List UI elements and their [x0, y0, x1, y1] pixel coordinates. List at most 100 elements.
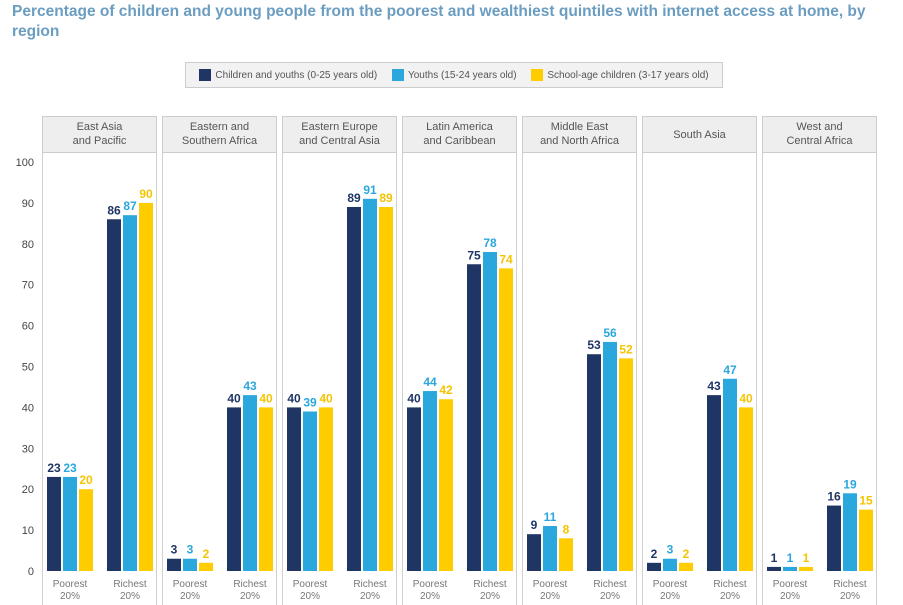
y-tick-label: 90: [22, 198, 34, 210]
bar: [287, 407, 301, 571]
bar: [767, 566, 781, 571]
data-label: 2: [651, 547, 658, 561]
group-label: Richest: [353, 579, 387, 590]
group-label: Richest: [233, 579, 267, 590]
panel-frame: [762, 116, 877, 605]
group-label: 20%: [300, 591, 320, 602]
region-label: and Caribbean: [423, 135, 495, 147]
legend: Children and youths (0-25 years old) You…: [185, 62, 723, 88]
group-label: Poorest: [53, 579, 88, 590]
bar: [439, 399, 453, 571]
legend-item-school-age: School-age children (3-17 years old): [531, 69, 709, 81]
bar: [183, 558, 197, 571]
group-label: Poorest: [413, 579, 448, 590]
data-label: 3: [171, 543, 178, 557]
region-label: Southern Africa: [182, 135, 258, 147]
region-label: Middle East: [551, 121, 608, 133]
data-label: 86: [107, 203, 121, 217]
panel-frame: [522, 116, 637, 605]
data-label: 40: [227, 391, 241, 405]
group-label: 20%: [600, 591, 620, 602]
bar: [107, 219, 121, 571]
y-tick-label: 100: [16, 157, 34, 169]
panel-header: [642, 116, 757, 153]
group-label: 20%: [720, 591, 740, 602]
bar: [527, 534, 541, 571]
bar: [679, 562, 693, 571]
data-label: 89: [347, 191, 361, 205]
group-label: 20%: [840, 591, 860, 602]
panel-header: [282, 116, 397, 153]
panel-frame: [162, 116, 277, 605]
data-label: 52: [619, 342, 633, 356]
data-label: 1: [803, 551, 810, 565]
data-label: 15: [859, 494, 873, 508]
region-label: Eastern and: [190, 121, 249, 133]
data-label: 20: [79, 473, 93, 487]
data-label: 75: [467, 248, 481, 262]
data-label: 9: [531, 518, 538, 532]
bar: [47, 476, 61, 571]
data-label: 91: [363, 183, 377, 197]
bar: [723, 378, 737, 571]
bar: [379, 206, 393, 572]
group-label: Richest: [593, 579, 627, 590]
panel-header: [762, 116, 877, 153]
group-label: 20%: [120, 591, 140, 602]
bar: [543, 526, 557, 571]
y-tick-label: 40: [22, 402, 34, 414]
y-tick-label: 30: [22, 443, 34, 455]
bar: [243, 395, 257, 571]
chart-title: Percentage of children and young people …: [12, 3, 866, 40]
data-label: 23: [63, 461, 77, 475]
data-label: 1: [787, 551, 794, 565]
group-label: Richest: [713, 579, 747, 590]
legend-item-youths: Youths (15-24 years old): [391, 69, 517, 81]
panel-header: [42, 116, 157, 153]
bar: [799, 566, 813, 571]
bar: [587, 354, 601, 571]
region-label: West and: [796, 121, 842, 133]
legend-swatch: [391, 69, 404, 81]
data-label: 2: [683, 547, 690, 561]
panel-header: [522, 116, 637, 153]
data-label: 78: [483, 236, 497, 250]
bar: [663, 558, 677, 571]
data-label: 89: [379, 191, 393, 205]
legend-label: Children and youths (0-25 years old): [215, 69, 378, 81]
legend-swatch: [531, 69, 544, 81]
legend-label: Youths (15-24 years old): [407, 69, 517, 81]
bar: [647, 562, 661, 571]
data-label: 39: [303, 395, 317, 409]
data-label: 47: [723, 363, 737, 377]
group-label: 20%: [780, 591, 800, 602]
region-label: Eastern Europe: [301, 121, 377, 133]
panel-header: [162, 116, 277, 153]
panel-header: [402, 116, 517, 153]
region-label: Latin America: [426, 121, 494, 133]
legend-item-children-youths: Children and youths (0-25 years old): [199, 69, 377, 81]
bar: [199, 562, 213, 571]
group-label: 20%: [60, 591, 80, 602]
data-label: 40: [287, 391, 301, 405]
data-label: 90: [139, 187, 153, 201]
group-label: Poorest: [293, 579, 328, 590]
bar: [619, 358, 633, 571]
region-label: and Central Asia: [299, 135, 381, 147]
y-tick-label: 20: [22, 484, 34, 496]
panel-frame: [642, 116, 757, 605]
region-label: South Asia: [673, 129, 726, 141]
bar: [827, 505, 841, 571]
bar: [347, 206, 361, 572]
bar: [859, 509, 873, 571]
y-tick-label: 80: [22, 239, 34, 251]
bar: [79, 489, 93, 571]
data-label: 1: [771, 551, 778, 565]
bar: [303, 411, 317, 571]
group-label: 20%: [480, 591, 500, 602]
bar: [483, 251, 497, 572]
data-label: 11: [544, 510, 557, 524]
data-label: 3: [187, 543, 194, 557]
group-label: Richest: [113, 579, 147, 590]
